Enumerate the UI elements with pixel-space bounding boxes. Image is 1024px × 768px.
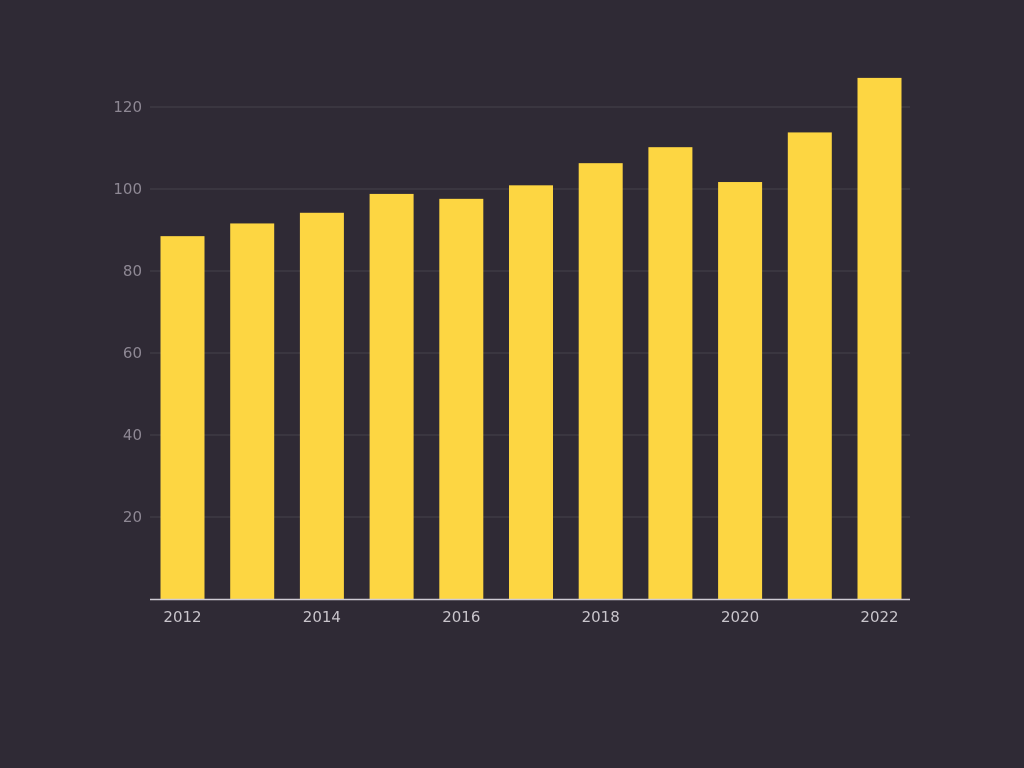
x-tick-label: 2018 — [582, 608, 620, 626]
y-tick-label: 20 — [123, 508, 142, 526]
y-tick-label: 80 — [123, 262, 142, 280]
bar-2022 — [857, 77, 902, 599]
bar-2013 — [230, 223, 275, 599]
y-tick-label: 40 — [123, 426, 142, 444]
bar-2021 — [787, 132, 832, 600]
x-tick-label: 2014 — [303, 608, 341, 626]
bar-2020 — [718, 182, 763, 599]
bars — [160, 77, 902, 600]
x-tick-label: 2012 — [163, 608, 201, 626]
x-tick-label: 2022 — [860, 608, 898, 626]
y-tick-label: 120 — [113, 98, 142, 116]
y-axis-tick-labels: 20 40 60 80 100 120 — [113, 98, 142, 526]
bar-2015 — [369, 193, 414, 600]
bar-2018 — [578, 163, 623, 600]
x-tick-label: 2016 — [442, 608, 480, 626]
y-tick-label: 100 — [113, 180, 142, 198]
bar-2019 — [648, 147, 693, 599]
x-axis-tick-labels: 2012 2014 2016 2018 2020 2022 — [163, 608, 898, 626]
bar-2012 — [160, 236, 205, 599]
x-tick-label: 2020 — [721, 608, 759, 626]
y-tick-label: 60 — [123, 344, 142, 362]
bar-2014 — [299, 212, 344, 599]
bar-2016 — [439, 198, 484, 599]
bar-2017 — [509, 185, 553, 599]
